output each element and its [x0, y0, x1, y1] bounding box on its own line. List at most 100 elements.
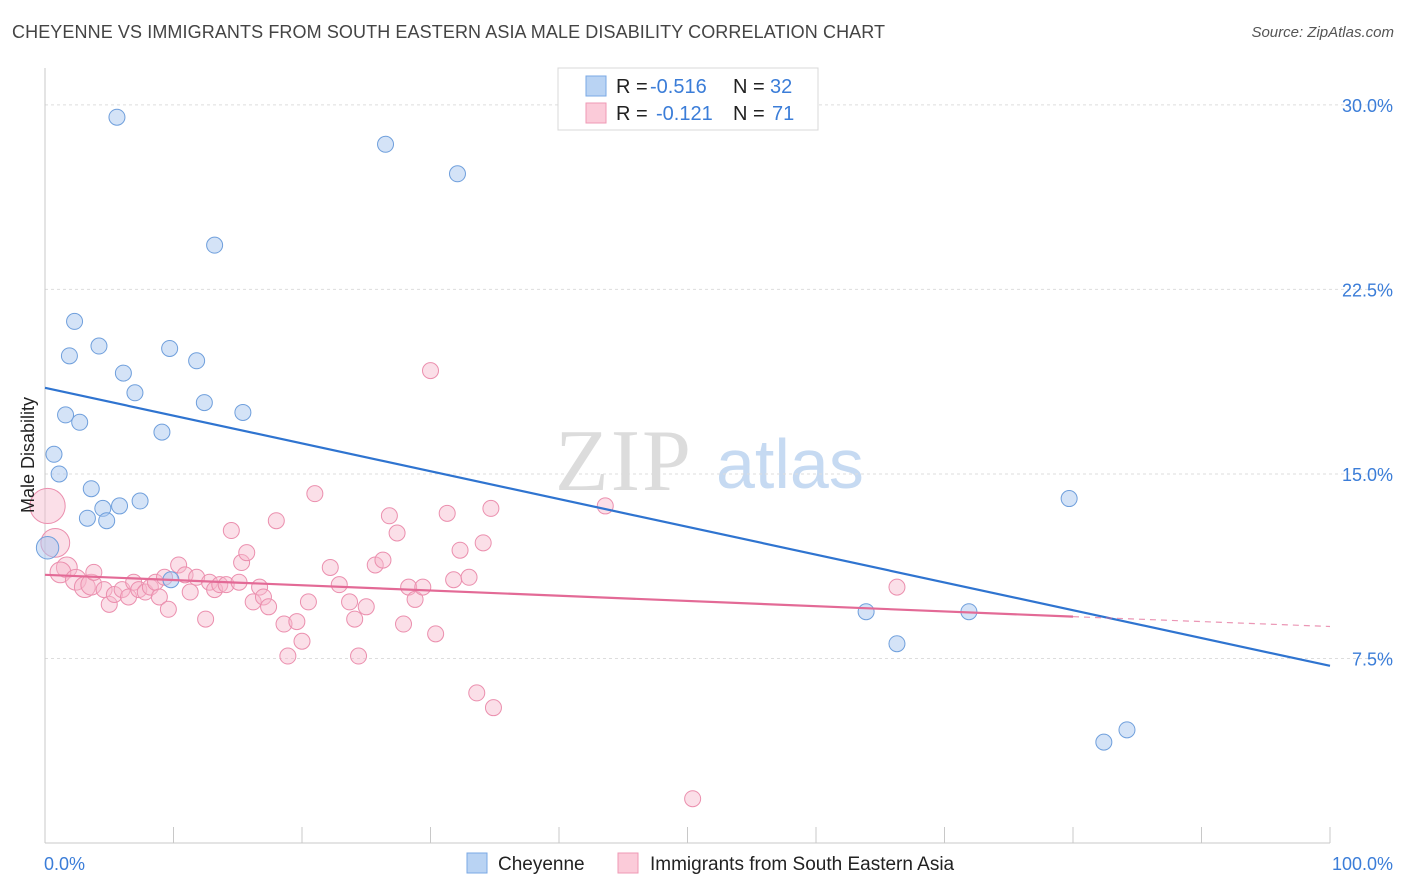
cheyenne-point	[161, 339, 179, 357]
immigrants-point	[233, 554, 251, 572]
legend-swatch-immigrants	[585, 102, 607, 124]
immigrants-points	[29, 362, 906, 808]
bottom-legend-swatch-immigrants	[617, 852, 639, 874]
immigrants-point	[414, 578, 432, 596]
immigrants-point	[388, 524, 406, 542]
immigrants-point	[222, 522, 240, 540]
trend-lines	[44, 386, 1331, 667]
immigrants-point	[181, 583, 199, 601]
y-tick-label: 15.0%	[1342, 465, 1393, 485]
bottom-legend: Cheyenne Immigrants from South Eastern A…	[466, 852, 955, 875]
immigrants-point	[267, 512, 285, 530]
cheyenne-point	[45, 445, 63, 463]
cheyenne-point	[66, 312, 84, 330]
y-tick-label: 22.5%	[1342, 280, 1393, 300]
x-tick-label-min: 0.0%	[44, 854, 85, 874]
grid-lines	[45, 104, 1392, 659]
cheyenne-point	[35, 536, 60, 560]
immigrants-point	[468, 684, 486, 702]
immigrants-point	[159, 600, 177, 618]
cheyenne-points	[35, 108, 1136, 751]
immigrants-point	[293, 632, 311, 650]
immigrants-point	[427, 625, 445, 643]
cheyenne-point	[1118, 721, 1136, 739]
immigrants-trend-line	[44, 573, 1074, 618]
immigrants-point	[217, 576, 235, 594]
cheyenne-point	[82, 480, 100, 498]
legend-n-value-cheyenne: 32	[770, 76, 792, 98]
bottom-legend-swatch-cheyenne	[466, 852, 488, 874]
cheyenne-point	[377, 135, 395, 153]
cheyenne-point	[111, 497, 129, 515]
chart-source: Source: ZipAtlas.com	[1251, 24, 1394, 41]
cheyenne-point	[888, 635, 906, 653]
cheyenne-point	[131, 492, 149, 510]
immigrants-point	[197, 610, 215, 628]
immigrants-point	[357, 598, 375, 616]
immigrants-point	[445, 571, 463, 589]
immigrants-point	[170, 556, 188, 574]
immigrants-point	[484, 699, 502, 717]
cheyenne-point	[857, 603, 875, 621]
top-legend: R = -0.516 N = 32 R = -0.121 N = 71	[557, 67, 819, 131]
immigrants-point	[346, 610, 364, 628]
cheyenne-point	[206, 236, 224, 254]
cheyenne-point	[1095, 733, 1113, 751]
cheyenne-point	[188, 352, 206, 370]
legend-n-value-immigrants: 71	[772, 103, 794, 125]
watermark-zip: ZIP	[555, 413, 693, 510]
cheyenne-point	[71, 413, 89, 431]
cheyenne-point	[90, 337, 108, 355]
immigrants-point	[460, 568, 478, 586]
immigrants-point	[438, 504, 456, 522]
cheyenne-point	[448, 165, 466, 183]
cheyenne-point	[114, 364, 132, 382]
immigrants-point	[374, 551, 392, 569]
watermark-atlas: atlas	[716, 425, 864, 503]
immigrants-point	[350, 647, 368, 665]
cheyenne-point	[108, 108, 126, 126]
immigrants-point	[684, 790, 702, 808]
immigrants-point	[380, 507, 398, 525]
immigrants-point	[238, 544, 256, 562]
immigrants-point	[254, 588, 272, 606]
legend-r-label-cheyenne: R =	[616, 76, 648, 98]
immigrants-point	[888, 578, 906, 596]
immigrants-point	[406, 590, 424, 608]
cheyenne-point	[126, 384, 144, 402]
immigrants-point	[395, 615, 413, 633]
immigrants-point	[482, 499, 500, 517]
axes	[44, 68, 1331, 844]
immigrants-point	[100, 595, 118, 613]
legend-swatch-cheyenne	[585, 75, 607, 97]
immigrants-point	[451, 541, 469, 559]
immigrants-point	[279, 647, 297, 665]
immigrants-point	[596, 497, 614, 515]
cheyenne-point	[57, 406, 75, 424]
immigrants-point	[260, 598, 278, 616]
cheyenne-trend-line	[44, 386, 1331, 667]
cheyenne-point	[50, 465, 68, 483]
chart-title: CHEYENNE VS IMMIGRANTS FROM SOUTH EASTER…	[12, 22, 886, 42]
cheyenne-point	[1060, 490, 1078, 508]
y-tick-label: 7.5%	[1352, 649, 1393, 669]
immigrants-point	[211, 576, 229, 594]
cheyenne-point	[195, 394, 213, 412]
immigrants-point	[321, 558, 339, 576]
legend-n-label-immigrants: N =	[733, 103, 765, 125]
immigrants-trend-line-extension	[1072, 616, 1331, 628]
y-axis-title: Male Disability	[18, 397, 38, 513]
legend-r-value-immigrants: -0.121	[656, 103, 713, 125]
legend-n-label-cheyenne: N =	[733, 76, 765, 98]
x-tick-label-max: 100.0%	[1332, 854, 1393, 874]
immigrants-point	[341, 593, 359, 611]
immigrants-point	[422, 362, 439, 380]
cheyenne-point	[153, 423, 171, 441]
tick-labels: 7.5% 15.0% 22.5% 30.0% 0.0% 100.0%	[44, 96, 1393, 874]
immigrants-point	[299, 593, 317, 611]
bottom-legend-label-immigrants: Immigrants from South Eastern Asia	[650, 854, 955, 875]
immigrants-point	[330, 576, 348, 594]
y-tick-label: 30.0%	[1342, 96, 1393, 116]
legend-r-label-immigrants: R =	[616, 103, 648, 125]
